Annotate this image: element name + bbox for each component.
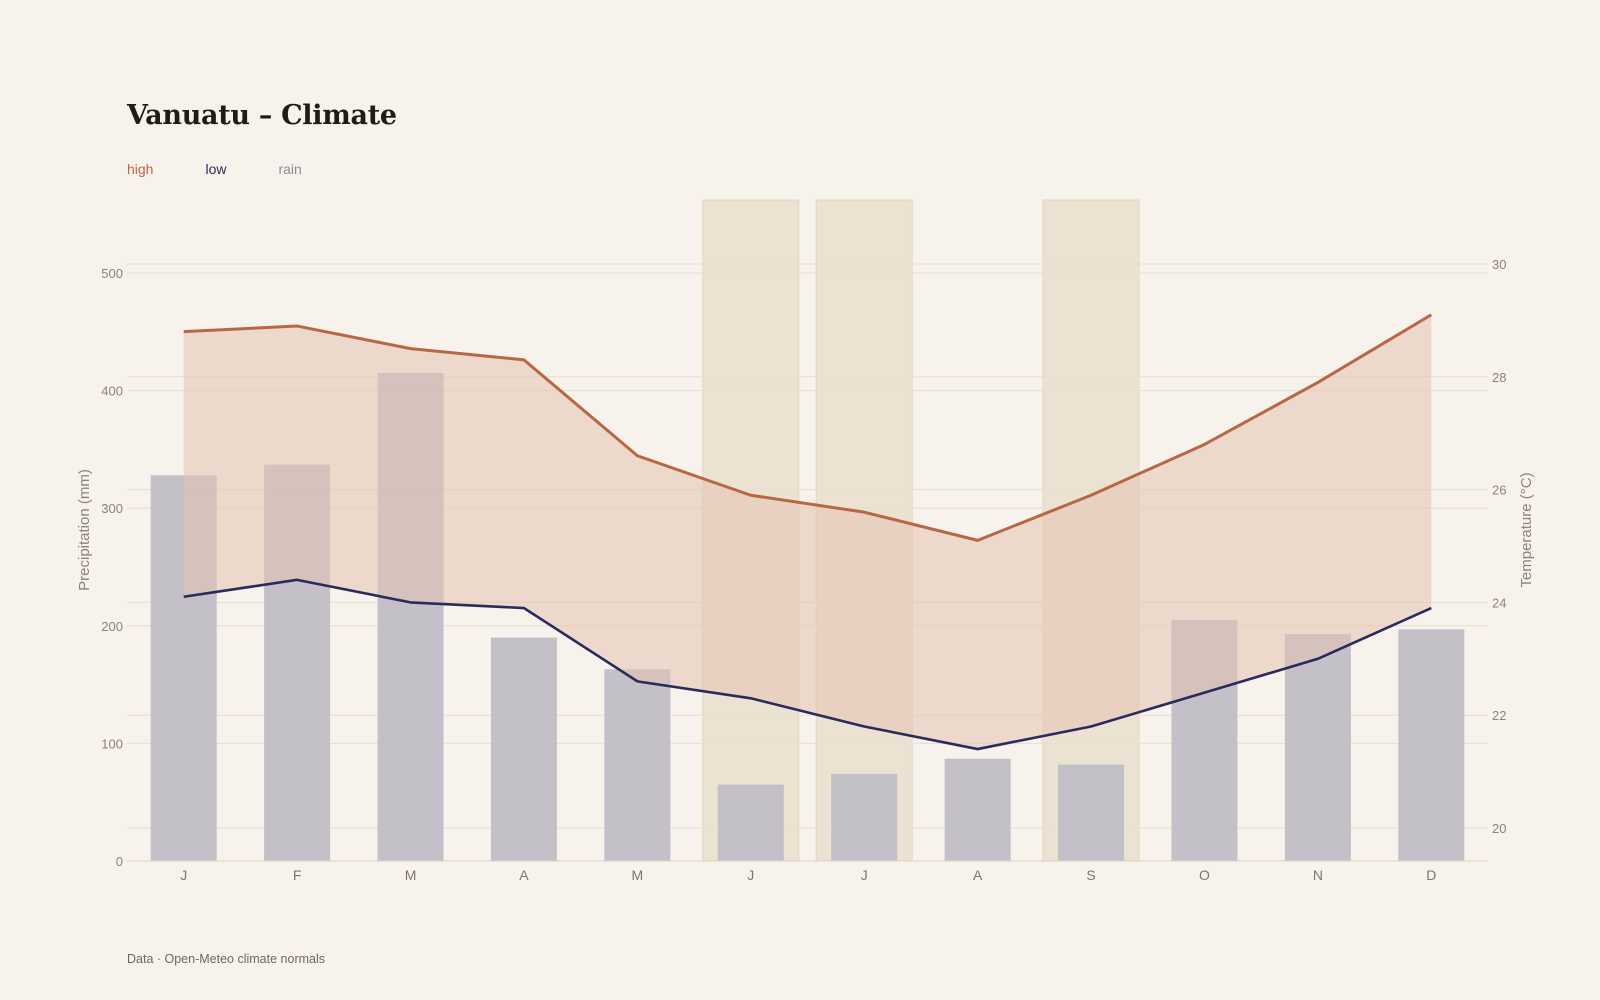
- x-tick-label: D: [1426, 867, 1436, 883]
- rain-bar: [831, 773, 898, 861]
- x-tick-label: O: [1199, 867, 1210, 883]
- chart-title: Vanuatu – Climate: [127, 100, 397, 131]
- y-axis-left-title: Precipitation (mm): [76, 469, 93, 591]
- temperature-lines: [183, 313, 1433, 751]
- rain-bar: [1284, 634, 1351, 861]
- x-tick-label: M: [632, 867, 644, 883]
- y-left-tick-label: 0: [116, 854, 123, 869]
- x-tick-label: A: [519, 867, 529, 883]
- legend-item-low: low: [205, 161, 227, 177]
- rain-bar: [944, 758, 1011, 861]
- axes: 0 100 200 300 400 500 20 22 24 26 28 30 J F M A M J J A S O N D: [101, 257, 1506, 883]
- y-axis-right-title: Temperature (°C): [1518, 472, 1535, 587]
- x-tick-label: F: [293, 867, 302, 883]
- legend: high low rain: [127, 161, 354, 177]
- source-note: Data · Open-Meteo climate normals: [127, 952, 325, 966]
- y-right-tick-label: 22: [1492, 708, 1506, 723]
- y-left-tick-label: 500: [101, 266, 123, 281]
- y-left-tick-label: 300: [101, 501, 123, 516]
- rain-bar: [717, 784, 784, 861]
- x-tick-label: N: [1313, 867, 1323, 883]
- x-tick-label: A: [973, 867, 983, 883]
- legend-item-high: high: [127, 161, 154, 177]
- high-temperature-line: [183, 313, 1433, 542]
- y-left-tick-label: 100: [101, 736, 123, 751]
- y-right-tick-label: 24: [1492, 595, 1506, 610]
- legend-item-rain: rain: [278, 161, 302, 177]
- y-left-tick-label: 400: [101, 384, 123, 399]
- x-tick-label: M: [405, 867, 417, 883]
- low-temperature-line: [183, 578, 1432, 751]
- y-right-tick-label: 30: [1492, 257, 1506, 272]
- temperature-range-band: [183, 314, 1432, 750]
- y-right-tick-label: 28: [1492, 370, 1506, 385]
- y-right-tick-label: 26: [1492, 483, 1506, 498]
- x-tick-label: S: [1086, 867, 1095, 883]
- rain-bar: [490, 637, 557, 861]
- rain-bar: [1058, 764, 1125, 861]
- x-tick-label: J: [861, 867, 868, 883]
- x-tick-label: J: [180, 867, 187, 883]
- x-tick-label: J: [747, 867, 754, 883]
- y-left-tick-label: 200: [101, 619, 123, 634]
- rain-bar: [604, 669, 671, 861]
- rain-bar: [1398, 629, 1465, 861]
- temperature-range-area: [183, 314, 1432, 750]
- y-right-tick-label: 20: [1492, 821, 1506, 836]
